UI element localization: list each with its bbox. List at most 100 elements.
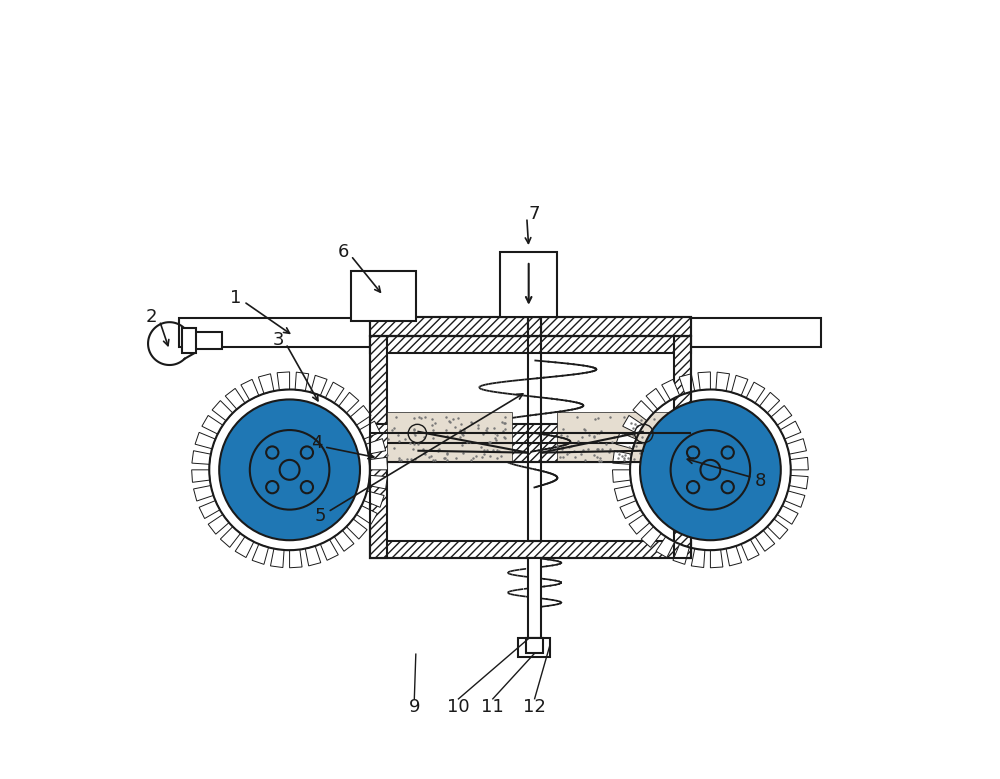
Bar [179,319,821,347]
Polygon shape [241,379,259,400]
Bar [370,336,387,558]
Polygon shape [629,514,650,534]
Polygon shape [767,519,788,539]
Text: 2: 2 [146,308,158,326]
Circle shape [280,460,300,480]
Polygon shape [192,470,210,482]
Bar [528,558,541,638]
Polygon shape [612,470,631,482]
Polygon shape [366,439,386,454]
Circle shape [671,430,750,509]
Text: 3: 3 [272,331,284,349]
Polygon shape [557,412,674,462]
Circle shape [722,446,734,459]
Polygon shape [346,519,367,539]
Polygon shape [741,540,759,560]
Polygon shape [277,372,290,390]
Polygon shape [787,439,806,454]
Polygon shape [731,375,748,396]
Polygon shape [746,382,765,403]
Circle shape [687,446,699,459]
Polygon shape [295,372,309,391]
Bar [370,317,691,336]
Circle shape [640,400,781,540]
Polygon shape [387,412,512,462]
Bar [370,336,691,558]
Polygon shape [616,432,636,449]
Polygon shape [755,530,775,552]
Circle shape [700,460,720,480]
Text: 8: 8 [754,472,766,490]
Polygon shape [790,457,808,470]
Polygon shape [192,451,211,464]
Polygon shape [777,506,798,524]
Polygon shape [202,415,223,434]
Text: 12: 12 [523,698,546,716]
Bar [518,638,550,657]
Polygon shape [691,548,705,568]
Polygon shape [771,406,792,425]
Polygon shape [633,400,654,421]
Polygon shape [673,544,689,564]
Bar [370,424,691,462]
Circle shape [219,400,360,540]
Polygon shape [270,548,284,568]
Text: 6: 6 [337,243,349,261]
Polygon shape [258,374,274,393]
Circle shape [266,446,278,459]
Polygon shape [620,501,641,519]
Polygon shape [614,485,634,501]
Polygon shape [252,544,269,564]
Polygon shape [368,475,387,489]
Polygon shape [235,537,254,558]
Polygon shape [710,549,723,568]
Polygon shape [320,540,338,560]
Polygon shape [290,549,302,568]
Text: 9: 9 [409,698,420,716]
Polygon shape [194,485,213,501]
Polygon shape [716,372,730,391]
Polygon shape [789,475,808,489]
Polygon shape [350,406,371,425]
Polygon shape [195,432,215,449]
Polygon shape [208,514,229,534]
Bar [182,328,196,353]
Circle shape [722,481,734,493]
Bar [190,332,222,349]
Polygon shape [698,372,710,390]
Bar [370,541,691,558]
Circle shape [301,481,313,493]
Polygon shape [339,393,359,413]
Bar [674,336,691,558]
Text: 10: 10 [447,698,469,716]
Circle shape [301,446,313,459]
Text: 5: 5 [314,507,326,525]
Polygon shape [780,421,801,439]
Polygon shape [334,530,354,552]
Polygon shape [613,451,632,464]
Polygon shape [656,537,675,558]
Polygon shape [212,400,233,421]
Polygon shape [359,421,380,439]
Polygon shape [199,501,220,519]
Bar [351,271,416,321]
Text: 11: 11 [481,698,504,716]
Text: 1: 1 [230,289,242,307]
Polygon shape [726,546,742,566]
Polygon shape [356,506,377,524]
Polygon shape [760,393,780,413]
Text: 7: 7 [529,205,540,223]
Bar [370,336,691,558]
Polygon shape [305,546,321,566]
Polygon shape [220,527,240,548]
Polygon shape [311,375,327,396]
Circle shape [266,481,278,493]
Bar [370,317,691,336]
Circle shape [250,430,329,509]
Polygon shape [662,379,680,400]
Text: 4: 4 [311,434,322,452]
Bar [500,252,557,317]
Polygon shape [364,491,384,507]
Bar [370,336,691,353]
Polygon shape [623,415,644,434]
